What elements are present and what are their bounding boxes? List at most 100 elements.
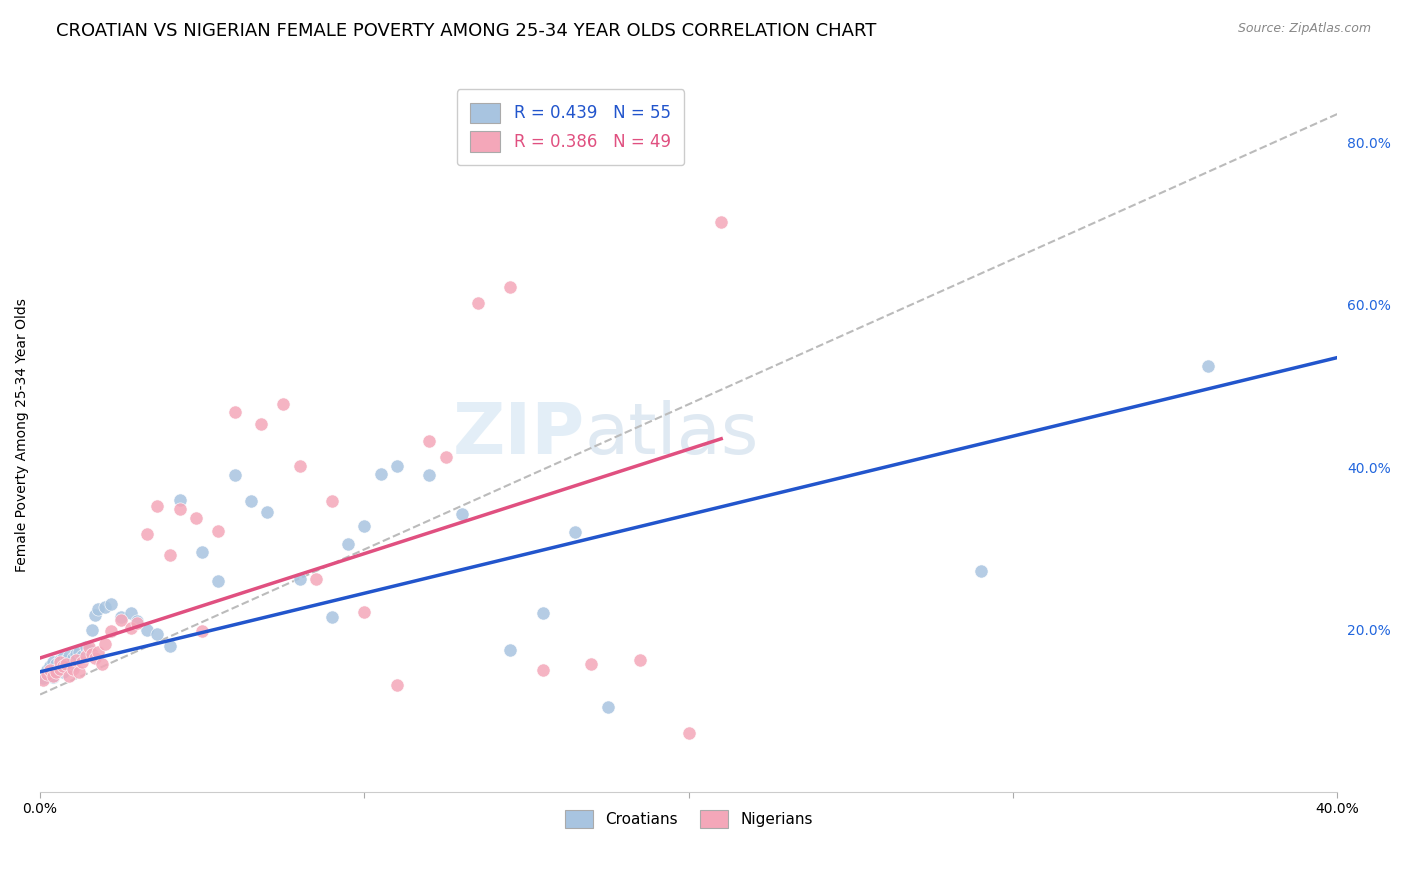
Legend: Croatians, Nigerians: Croatians, Nigerians	[560, 804, 818, 834]
Point	[45, 665, 67, 679]
Point	[38, 663, 60, 677]
Point	[581, 657, 603, 671]
Text: CROATIAN VS NIGERIAN FEMALE POVERTY AMONG 25-34 YEAR OLDS CORRELATION CHART: CROATIAN VS NIGERIAN FEMALE POVERTY AMON…	[56, 22, 876, 40]
Point	[418, 434, 440, 449]
Point	[337, 537, 360, 551]
Point	[77, 640, 100, 655]
Point	[65, 653, 87, 667]
Point	[191, 624, 214, 639]
Point	[1197, 359, 1219, 373]
Point	[710, 215, 733, 229]
Point	[249, 417, 271, 431]
Point	[94, 599, 117, 614]
Point	[224, 468, 246, 483]
Point	[353, 605, 375, 619]
Point	[72, 648, 94, 663]
Point	[90, 657, 112, 671]
Point	[531, 663, 554, 677]
Point	[678, 726, 700, 740]
Point	[146, 499, 169, 513]
Point	[120, 621, 142, 635]
Point	[136, 623, 159, 637]
Point	[321, 610, 343, 624]
Point	[48, 661, 70, 675]
Point	[87, 645, 110, 659]
Point	[35, 663, 58, 677]
Point	[120, 607, 142, 621]
Point	[169, 492, 191, 507]
Point	[385, 678, 408, 692]
Point	[564, 525, 586, 540]
Point	[385, 458, 408, 473]
Point	[62, 659, 84, 673]
Point	[45, 657, 67, 671]
Point	[146, 626, 169, 640]
Point	[94, 637, 117, 651]
Point	[62, 661, 84, 675]
Point	[84, 607, 107, 622]
Point	[48, 661, 70, 675]
Point	[628, 652, 651, 666]
Point	[136, 526, 159, 541]
Point	[65, 647, 87, 661]
Point	[353, 518, 375, 533]
Point	[184, 510, 207, 524]
Point	[87, 602, 110, 616]
Point	[75, 648, 97, 663]
Point	[450, 508, 472, 522]
Point	[35, 667, 58, 681]
Point	[305, 572, 328, 586]
Point	[159, 548, 181, 562]
Point	[418, 468, 440, 483]
Point	[52, 651, 75, 665]
Point	[159, 639, 181, 653]
Point	[499, 643, 522, 657]
Point	[58, 648, 80, 663]
Point	[207, 574, 229, 588]
Point	[55, 659, 77, 673]
Point	[32, 673, 55, 687]
Point	[169, 502, 191, 516]
Text: Source: ZipAtlas.com: Source: ZipAtlas.com	[1237, 22, 1371, 36]
Point	[75, 640, 97, 655]
Point	[224, 405, 246, 419]
Point	[256, 505, 278, 519]
Y-axis label: Female Poverty Among 25-34 Year Olds: Female Poverty Among 25-34 Year Olds	[15, 298, 30, 572]
Point	[38, 659, 60, 673]
Point	[77, 643, 100, 657]
Point	[80, 647, 103, 661]
Point	[288, 458, 311, 473]
Point	[110, 610, 132, 624]
Point	[55, 652, 77, 666]
Text: atlas: atlas	[585, 401, 759, 469]
Point	[969, 564, 991, 578]
Point	[80, 623, 103, 637]
Point	[531, 607, 554, 621]
Point	[42, 670, 65, 684]
Point	[321, 494, 343, 508]
Point	[273, 397, 295, 411]
Point	[239, 494, 262, 508]
Point	[191, 545, 214, 559]
Point	[32, 671, 55, 685]
Point	[38, 665, 60, 679]
Point	[67, 645, 90, 659]
Point	[288, 572, 311, 586]
Point	[42, 655, 65, 669]
Point	[55, 657, 77, 671]
Point	[58, 657, 80, 671]
Point	[100, 597, 122, 611]
Point	[100, 624, 122, 639]
Text: ZIP: ZIP	[453, 401, 585, 469]
Point	[35, 667, 58, 681]
Point	[48, 653, 70, 667]
Point	[110, 613, 132, 627]
Point	[84, 651, 107, 665]
Point	[499, 280, 522, 294]
Point	[72, 655, 94, 669]
Point	[596, 699, 619, 714]
Point	[58, 669, 80, 683]
Point	[67, 665, 90, 679]
Point	[207, 524, 229, 538]
Point	[52, 665, 75, 679]
